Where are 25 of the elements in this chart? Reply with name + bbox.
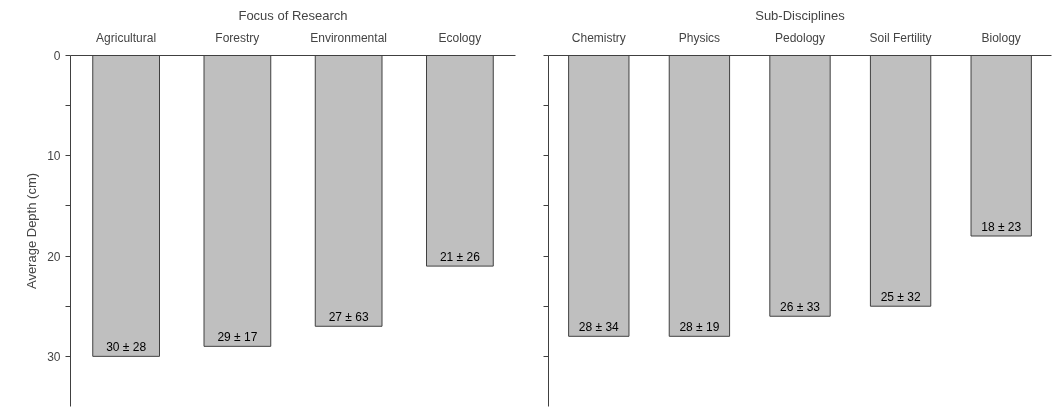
data-label: 25 ± 32 [880,290,921,305]
x-tick-label: Physics [678,30,721,45]
data-label: 26 ± 33 [780,300,821,315]
data-label: 29 ± 17 [217,330,258,345]
x-tick-label: Chemistry [571,30,626,45]
x-tick-label: Agricultural [96,30,157,45]
x-tick-label: Ecology [438,30,482,45]
data-label: 30 ± 28 [106,340,147,355]
y-tick-label: 20 [47,249,61,264]
data-label: 21 ± 26 [439,250,481,265]
y-axis-title: Average Depth (cm) [24,172,40,290]
chart-title: Focus of Research [238,7,348,23]
data-label: 28 ± 34 [578,320,620,335]
x-tick-label: Biology [981,30,1021,45]
x-tick-label: Soil Fertility [869,30,932,45]
x-tick-label: Pedology [774,30,826,45]
x-tick-label: Forestry [215,30,260,45]
data-label: 27 ± 63 [328,310,369,325]
data-label: 18 ± 23 [981,220,1022,235]
y-tick-label: 10 [47,149,61,164]
chart-title: Sub-Disciplines [755,7,846,23]
y-tick-label: 0 [53,49,61,63]
x-tick-label: Environmental [310,30,387,45]
y-tick-label: 30 [47,349,61,364]
data-label: 28 ± 19 [679,320,720,335]
